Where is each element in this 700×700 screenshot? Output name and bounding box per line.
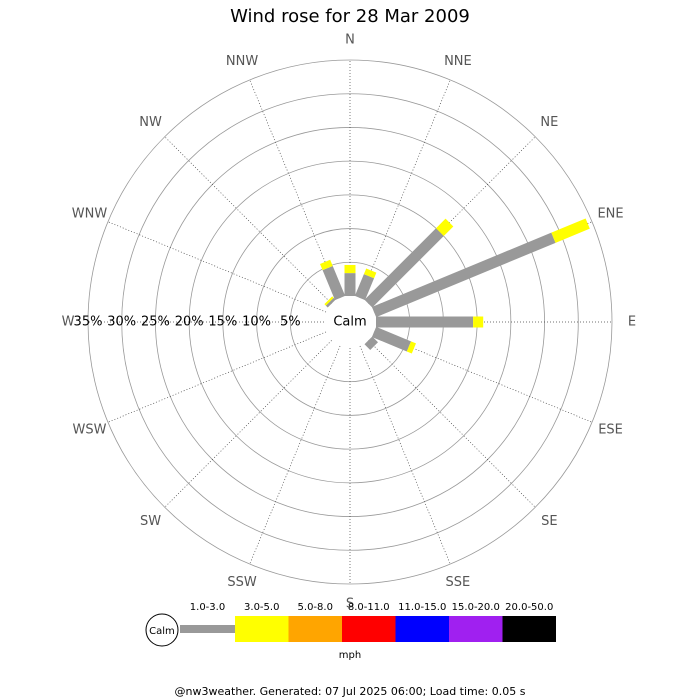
legend-label: 11.0-15.0 [398, 602, 446, 613]
legend-swatch [288, 616, 342, 642]
spoke [249, 345, 341, 565]
direction-label: SW [140, 514, 161, 529]
bar-segment [354, 274, 375, 301]
r-tick-label: 20% [175, 315, 204, 330]
direction-label: WNW [72, 207, 108, 222]
bar-segment [551, 218, 590, 243]
direction-label: SSW [227, 575, 257, 590]
legend-swatch [342, 616, 396, 642]
footer: @nw3weather. Generated: 07 Jul 2025 06:0… [175, 685, 526, 698]
direction-label: NNE [444, 54, 472, 69]
grid-ring [188, 160, 512, 484]
legend-swatch [235, 616, 289, 642]
bar-segment [371, 326, 412, 352]
direction-label: NNW [226, 54, 258, 69]
spoke [368, 340, 536, 508]
direction-label: SE [541, 514, 557, 529]
bar-segment [363, 268, 377, 279]
legend-label: 15.0-20.0 [452, 602, 500, 613]
legend-label: 5.0-8.0 [298, 602, 333, 613]
bar-segment [324, 296, 334, 306]
direction-label: N [345, 33, 355, 48]
r-tick-label: 15% [208, 315, 237, 330]
bar-segment [364, 336, 378, 350]
spoke [107, 221, 327, 313]
r-tick-label: 25% [141, 315, 170, 330]
spoke [249, 79, 341, 299]
legend-label: 8.0-11.0 [348, 602, 390, 613]
grid-ring [121, 93, 579, 551]
legend-title: mph [339, 650, 361, 661]
r-tick-label: 5% [280, 315, 301, 330]
legend-calm-label: Calm [149, 626, 175, 637]
direction-label: ESE [598, 422, 623, 437]
bar-segment [364, 228, 444, 308]
direction-label: NE [540, 115, 558, 130]
bar-segment [406, 341, 416, 354]
direction-label: ENE [597, 207, 623, 222]
legend-label: 3.0-5.0 [244, 602, 279, 613]
direction-label: NW [139, 115, 162, 130]
spoke [359, 79, 451, 299]
legend-swatch [395, 616, 449, 642]
direction-label: WSW [72, 422, 106, 437]
legend-swatch [449, 616, 503, 642]
spoke [359, 345, 451, 565]
calm-circle [326, 298, 374, 346]
bar-segment [320, 259, 333, 271]
legend-swatch [502, 616, 556, 642]
direction-label: E [628, 315, 636, 330]
direction-label: SSE [446, 575, 471, 590]
spoke [164, 340, 332, 508]
bar-segment [436, 218, 454, 236]
legend-calm-circle [145, 613, 179, 647]
direction-label: W [62, 315, 75, 330]
r-tick-label: 10% [242, 315, 271, 330]
bar-segment [322, 265, 346, 301]
r-tick-label: 30% [107, 315, 136, 330]
legend-label: 1.0-3.0 [190, 602, 225, 613]
direction-label: S [346, 597, 354, 612]
legend-label: 20.0-50.0 [505, 602, 553, 613]
grid-ring [87, 59, 613, 585]
spoke [107, 331, 327, 423]
bar-segment [325, 297, 336, 308]
bar-segment [371, 232, 556, 318]
spoke [164, 136, 332, 304]
calm-label: Calm [333, 315, 366, 330]
r-tick-label: 35% [74, 315, 103, 330]
chart-title: Wind rose for 28 Mar 2009 [230, 6, 470, 27]
